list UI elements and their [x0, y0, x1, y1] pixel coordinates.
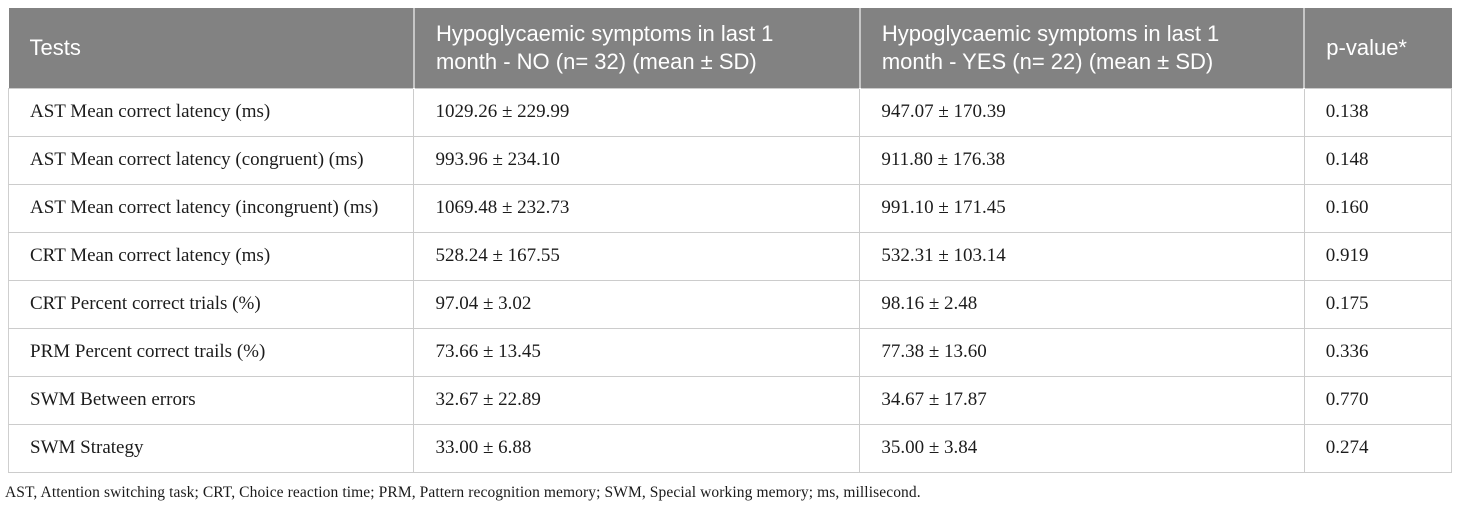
- test-name-cell: SWM Between errors: [7, 375, 415, 425]
- yes-group-cell: 34.67 ± 17.87: [859, 375, 1305, 425]
- no-group-cell: 32.67 ± 22.89: [413, 375, 861, 425]
- test-name-cell: AST Mean correct latency (ms): [7, 87, 415, 137]
- test-name-cell: CRT Mean correct latency (ms): [7, 231, 415, 281]
- table-row: SWM Between errors 32.67 ± 22.89 34.67 ±…: [7, 375, 1453, 425]
- no-group-cell: 1069.48 ± 232.73: [413, 183, 861, 233]
- p-value-cell: 0.148: [1303, 135, 1453, 185]
- no-group-cell: 528.24 ± 167.55: [413, 231, 861, 281]
- yes-group-cell: 35.00 ± 3.84: [859, 423, 1305, 473]
- p-value-cell: 0.160: [1303, 183, 1453, 233]
- yes-group-cell: 77.38 ± 13.60: [859, 327, 1305, 377]
- test-name-cell: AST Mean correct latency (congruent) (ms…: [7, 135, 415, 185]
- no-group-cell: 73.66 ± 13.45: [413, 327, 861, 377]
- no-group-cell: 1029.26 ± 229.99: [413, 87, 861, 137]
- p-value-cell: 0.175: [1303, 279, 1453, 329]
- p-value-cell: 0.770: [1303, 375, 1453, 425]
- p-value-cell: 0.336: [1303, 327, 1453, 377]
- yes-group-cell: 532.31 ± 103.14: [859, 231, 1305, 281]
- p-value-cell: 0.138: [1303, 87, 1453, 137]
- table-row: AST Mean correct latency (congruent) (ms…: [7, 135, 1453, 185]
- table-footnote: AST, Attention switching task; CRT, Choi…: [5, 483, 921, 501]
- results-table: Tests Hypoglycaemic symptoms in last 1 m…: [7, 8, 1453, 473]
- column-header-tests: Tests: [8, 8, 414, 88]
- table-row: PRM Percent correct trails (%) 73.66 ± 1…: [7, 327, 1453, 377]
- column-header-no-group: Hypoglycaemic symptoms in last 1 month -…: [412, 8, 860, 88]
- table-row: AST Mean correct latency (incongruent) (…: [7, 183, 1453, 233]
- no-group-cell: 97.04 ± 3.02: [413, 279, 861, 329]
- column-header-p-value: p-value*: [1303, 8, 1452, 88]
- table-row: AST Mean correct latency (ms) 1029.26 ± …: [7, 87, 1453, 137]
- table-row: SWM Strategy 33.00 ± 6.88 35.00 ± 3.84 0…: [7, 423, 1453, 473]
- table-header-row: Tests Hypoglycaemic symptoms in last 1 m…: [8, 8, 1452, 88]
- test-name-cell: AST Mean correct latency (incongruent) (…: [7, 183, 415, 233]
- test-name-cell: CRT Percent correct trials (%): [7, 279, 415, 329]
- yes-group-cell: 98.16 ± 2.48: [859, 279, 1305, 329]
- no-group-cell: 33.00 ± 6.88: [413, 423, 861, 473]
- test-name-cell: SWM Strategy: [7, 423, 415, 473]
- p-value-cell: 0.274: [1303, 423, 1453, 473]
- column-header-yes-group: Hypoglycaemic symptoms in last 1 month -…: [858, 8, 1305, 88]
- yes-group-cell: 947.07 ± 170.39: [859, 87, 1305, 137]
- test-name-cell: PRM Percent correct trails (%): [7, 327, 415, 377]
- table-row: CRT Percent correct trials (%) 97.04 ± 3…: [7, 279, 1453, 329]
- table-row: CRT Mean correct latency (ms) 528.24 ± 1…: [7, 231, 1453, 281]
- yes-group-cell: 991.10 ± 171.45: [859, 183, 1305, 233]
- no-group-cell: 993.96 ± 234.10: [413, 135, 861, 185]
- yes-group-cell: 911.80 ± 176.38: [859, 135, 1305, 185]
- p-value-cell: 0.919: [1303, 231, 1453, 281]
